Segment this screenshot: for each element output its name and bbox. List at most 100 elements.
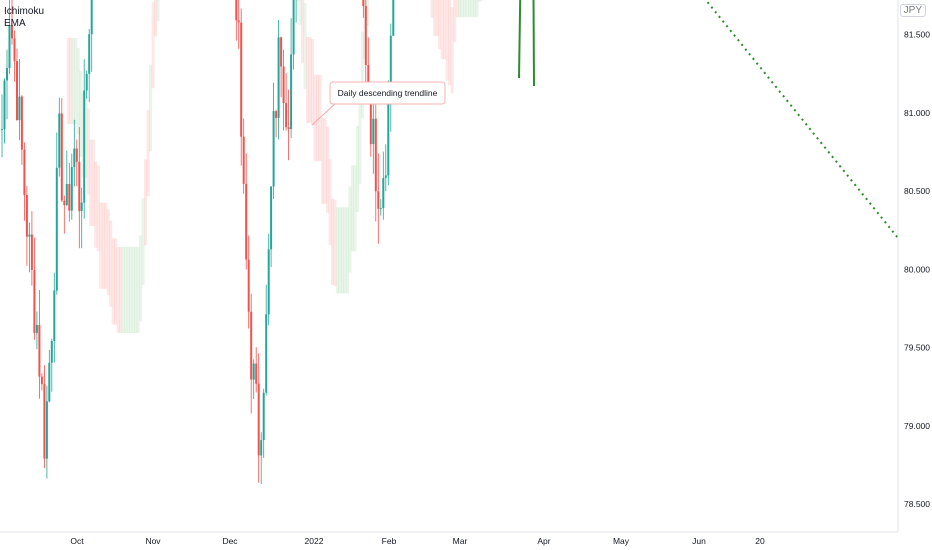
cloud-segment — [463, 0, 467, 18]
cloud-segment — [114, 238, 118, 325]
cloud-segment — [331, 198, 335, 285]
cloud-segment — [360, 31, 364, 118]
ichimoku-cloud — [66, 0, 484, 333]
candle-body — [280, 37, 283, 67]
candle-body — [252, 363, 255, 380]
ichimoku-label: Ichimoku — [4, 6, 45, 17]
cloud-segment — [316, 74, 320, 161]
cloud-segment — [129, 246, 133, 333]
candle-body — [45, 401, 48, 459]
x-tick-label: 2022 — [305, 536, 324, 546]
candle-body — [73, 148, 76, 168]
cloud-segment — [144, 159, 148, 246]
indicator-legend: Ichimoku EMA — [4, 6, 44, 30]
candle-body — [11, 25, 13, 39]
candle-body — [83, 90, 86, 203]
candle-body — [382, 178, 385, 209]
cloud-segment — [104, 202, 108, 289]
cloud-segment — [131, 246, 135, 333]
candle-body — [250, 311, 253, 380]
candle-body — [245, 183, 248, 260]
projection-arrow-head — [518, 0, 535, 87]
candle-body — [3, 80, 6, 130]
candle-body — [35, 325, 38, 333]
candle-body — [364, 6, 367, 66]
candle-body — [374, 118, 377, 192]
cloud-segment — [124, 246, 128, 333]
candle-body — [70, 167, 73, 211]
cloud-segment — [296, 0, 300, 2]
y-tick-label: 80.500 — [904, 186, 930, 196]
x-tick-label: Jun — [692, 536, 706, 546]
candle-body — [384, 175, 387, 178]
candles — [1, 0, 395, 484]
cloud-segment — [91, 139, 95, 226]
candle-body — [50, 341, 53, 363]
cloud-segment — [326, 126, 330, 213]
callout-text: Daily descending trendline — [338, 88, 438, 98]
candle-body — [255, 363, 258, 384]
cloud-segment — [348, 186, 352, 273]
candle-body — [58, 113, 61, 168]
cloud-segment — [333, 199, 337, 286]
cloud-segment — [66, 37, 70, 124]
cloud-segment — [433, 0, 437, 37]
candle-body — [88, 34, 91, 74]
candle-body — [30, 234, 33, 270]
candle-body — [23, 149, 26, 196]
cloud-segment — [458, 0, 462, 18]
candle-body — [290, 54, 293, 130]
candle-body — [392, 0, 395, 36]
cloud-segment — [101, 202, 105, 289]
cloud-segment — [340, 207, 344, 294]
cloud-segment — [301, 0, 305, 64]
candle-body — [247, 259, 250, 312]
y-tick-label: 79.500 — [904, 343, 930, 353]
cloud-segment — [478, 0, 482, 2]
candle-body — [8, 25, 11, 69]
cloud-segment — [350, 165, 354, 252]
cloud-segment — [321, 117, 325, 204]
candle-body — [90, 0, 93, 35]
cloud-segment — [465, 0, 469, 18]
cloud-segment — [313, 74, 317, 161]
x-tick-label: Feb — [382, 536, 397, 546]
cloud-segment — [445, 0, 449, 81]
candle-body — [85, 73, 88, 91]
cloud-segment — [455, 0, 459, 18]
candle-body — [25, 195, 28, 237]
candle-body — [33, 270, 36, 333]
cloud-segment — [156, 0, 160, 22]
candle-body — [260, 440, 263, 456]
candle-body — [277, 37, 280, 118]
x-tick-label: Mar — [453, 536, 468, 546]
currency-badge[interactable]: JPY — [899, 4, 926, 17]
cloud-segment — [69, 37, 73, 124]
cloud-segment — [480, 0, 484, 1]
cloud-segment — [149, 65, 153, 152]
cloud-segment — [468, 0, 472, 18]
candle-body — [362, 0, 365, 7]
x-tick-label: Apr — [537, 536, 550, 546]
cloud-segment — [84, 91, 88, 178]
candle-body — [55, 167, 58, 291]
candle-body — [28, 234, 31, 237]
cloud-segment — [86, 108, 90, 195]
cloud-segment — [338, 207, 342, 294]
cloud-segment — [430, 0, 434, 18]
cloud-segment — [435, 0, 439, 37]
cloud-segment — [74, 37, 78, 124]
cloud-segment — [345, 207, 349, 294]
candle-body — [75, 148, 78, 162]
cloud-segment — [116, 246, 120, 333]
cloud-segment — [298, 0, 302, 26]
cloud-segment — [475, 0, 479, 17]
candle-body — [265, 314, 268, 393]
y-tick-label: 81.000 — [904, 108, 930, 118]
cloud-segment — [450, 7, 454, 94]
cloud-segment — [94, 161, 98, 248]
cloud-segment — [136, 246, 140, 333]
candle-body — [80, 202, 83, 212]
cloud-segment — [96, 165, 100, 252]
